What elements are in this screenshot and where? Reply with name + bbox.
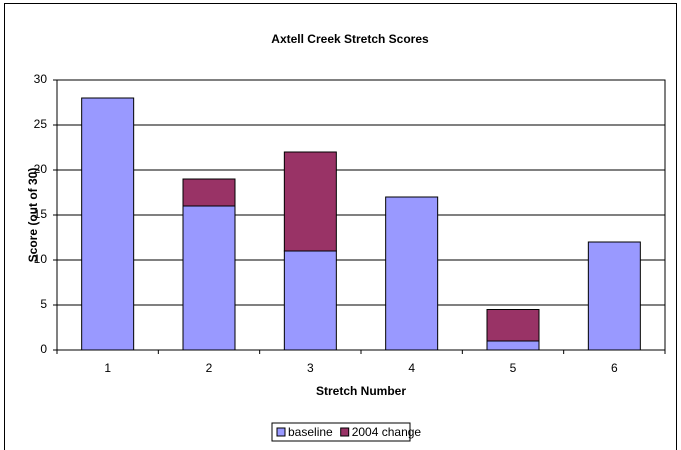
y-tick-label: 20 — [34, 162, 48, 176]
bar-segment — [486, 309, 540, 342]
bar-segment — [81, 97, 135, 351]
legend-swatch — [340, 427, 350, 437]
x-tick-label: 6 — [611, 361, 618, 375]
y-tick-label: 15 — [34, 207, 48, 221]
legend-swatch — [276, 427, 286, 437]
chart-frame — [4, 3, 677, 450]
bar-segment — [385, 196, 439, 351]
y-tick-label: 30 — [34, 72, 48, 86]
x-tick-label: 1 — [104, 361, 111, 375]
x-tick-label: 2 — [206, 361, 213, 375]
x-tick-label: 4 — [408, 361, 415, 375]
bar-segment — [486, 340, 540, 351]
y-tick-label: 5 — [40, 297, 47, 311]
chart-title: Axtell Creek Stretch Scores — [271, 32, 429, 46]
legend-label: 2004 change — [352, 425, 422, 439]
y-tick-label: 0 — [40, 342, 47, 356]
x-axis-label: Stretch Number — [316, 384, 406, 398]
y-axis-label: Score (out of 30) — [26, 168, 40, 263]
bar-segment — [182, 205, 236, 351]
x-tick-label: 3 — [307, 361, 314, 375]
y-tick-label: 25 — [34, 117, 48, 131]
bar-segment — [587, 241, 641, 351]
y-tick-label: 10 — [34, 252, 48, 266]
x-tick-label: 5 — [510, 361, 517, 375]
bar-segment — [283, 250, 337, 351]
legend-label: baseline — [288, 425, 333, 439]
bar-segment — [182, 178, 236, 207]
bar-segment — [283, 151, 337, 252]
